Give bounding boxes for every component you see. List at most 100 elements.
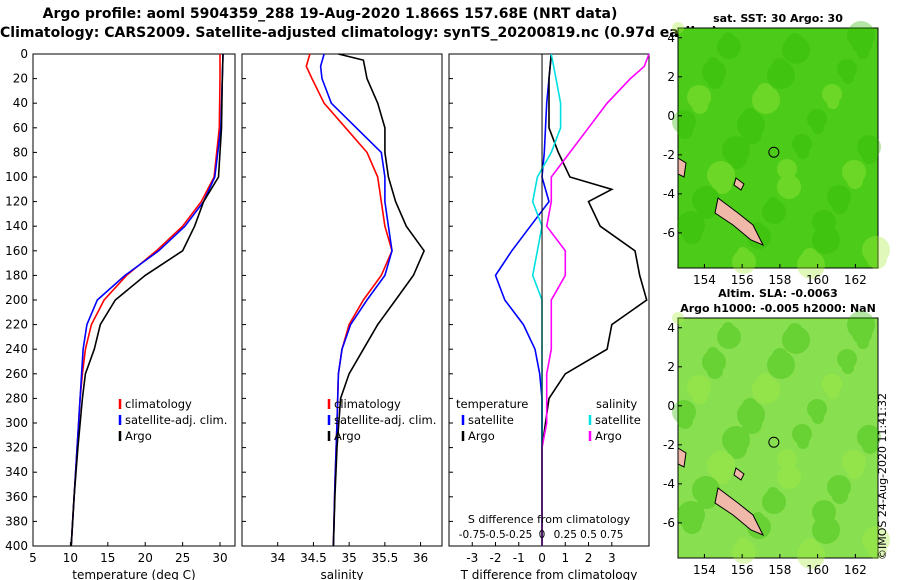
sst-lat-tick-label: 2: [667, 70, 675, 84]
sla-map-blob: [857, 425, 881, 449]
sla-float-marker: [768, 436, 780, 448]
series-line-satellite-adj-clim-: [70, 53, 224, 547]
maps-panel: 4 2 0 -2 -4 -6 154 156 158 160 162 4 2 0 -2 -4 -6 154 156 1…: [663, 21, 890, 577]
sst-map-blob: [772, 58, 788, 74]
sla-map-blob: [692, 388, 708, 404]
series-line-salinity-satellite: [531, 53, 562, 546]
x-tick-label: 2: [585, 551, 593, 565]
sst-map-blob: [777, 175, 801, 199]
sla-map-blob: [717, 325, 741, 349]
x-tick-label: 34.5: [300, 551, 327, 565]
sla-map-blob: [767, 487, 779, 499]
legend-entry: Argo: [334, 429, 361, 443]
depth-tick-label: 380: [5, 514, 28, 528]
series-line-temperature-argo: [541, 53, 648, 546]
x-tick-label: 35: [342, 551, 357, 565]
sst-map-blob: [712, 174, 732, 194]
secondary-tick-label: -0.25: [505, 529, 532, 541]
sst-lat-tick-label: -4: [663, 187, 675, 201]
sst-map-blob: [672, 22, 684, 34]
sst-map-blob: [852, 34, 872, 54]
sst-map-blob: [862, 148, 878, 164]
sla-map-blob: [767, 351, 795, 379]
x-tick-label: 35.5: [371, 551, 398, 565]
sst-map-blob: [722, 136, 750, 164]
sla-map-blob: [792, 424, 812, 444]
legend-heading-temperature: temperature: [456, 397, 528, 411]
sla-map-blob: [782, 326, 810, 354]
sst-map-blob: [792, 134, 812, 154]
sla-map-blob: [707, 451, 735, 479]
legend-entry: satellite-adj. clim.: [334, 413, 436, 427]
sla-map-blob: [857, 337, 869, 349]
sla-map-blob: [782, 462, 794, 474]
secondary-tick-label: -0.5: [485, 529, 506, 541]
secondary-axis-label: S difference from climatology: [468, 513, 631, 526]
depth-tick-label: 280: [5, 391, 28, 405]
sla-map-blob: [827, 387, 839, 399]
sst-lat-tick-label: 4: [667, 31, 675, 45]
sla-map-blob: [827, 475, 851, 499]
sla-map-blob: [707, 347, 719, 359]
x-tick-label: 3: [608, 551, 616, 565]
sla-map-blob: [847, 463, 863, 479]
sst-map-blob: [752, 86, 780, 114]
sla-map-blob: [697, 489, 717, 509]
sla-land-mass: [733, 467, 745, 481]
series-line-salinity-argo: [541, 53, 650, 546]
secondary-tick-label: 0.25: [554, 529, 577, 541]
sla-map-blob: [812, 500, 836, 524]
sst-lon-tick-label: 158: [768, 273, 791, 287]
sla-map-blob: [672, 400, 696, 424]
map-sst-title: sat. SST: 30 Argo: 30: [713, 12, 843, 25]
sst-lat-tick-label: -2: [663, 148, 675, 162]
sst-map-blob: [827, 185, 851, 209]
sla-lat-tick-label: 4: [667, 321, 675, 335]
sst-land-mass: [714, 197, 765, 246]
panel-frame: [32, 53, 236, 547]
x-axis-label: T difference from climatology: [460, 568, 638, 580]
sst-map-blob: [677, 123, 693, 139]
sst-map-blob: [867, 249, 887, 269]
sst-map-blob: [787, 33, 803, 49]
depth-tick-label: 300: [5, 416, 28, 430]
sst-map-blob: [797, 147, 809, 159]
depth-tick-label: 220: [5, 318, 28, 332]
sla-map-blob: [812, 516, 840, 544]
sst-map-blob: [767, 197, 779, 209]
legend-entry: Argo: [595, 429, 622, 443]
legend-entry: Argo: [125, 429, 152, 443]
sst-map-blob: [707, 73, 723, 89]
map-sla-title: Altim. SLA: -0.0063: [718, 287, 838, 300]
depth-tick-label: 100: [5, 170, 28, 184]
sst-map-blob: [697, 199, 717, 219]
series-line-climatology: [70, 54, 221, 547]
sst-map-blob: [717, 35, 741, 59]
sla-map-blob: [832, 488, 848, 504]
sla-map-blob: [702, 350, 726, 374]
secondary-tick-label: 0.5: [580, 529, 597, 541]
x-axis-label: temperature (deg C): [72, 568, 195, 580]
sla-map-blob: [807, 399, 827, 419]
sla-lon-tick-label: 156: [731, 563, 754, 577]
sst-float-marker: [768, 146, 780, 158]
sla-map-blob: [822, 374, 842, 394]
sla-map-blob: [752, 376, 780, 404]
series-line-argo: [70, 53, 224, 547]
sla-map-blob: [677, 501, 705, 529]
panel-frame: [241, 53, 443, 547]
sst-map-blob: [812, 226, 840, 254]
sst-map-blob: [692, 98, 708, 114]
sla-lat-tick-label: -6: [663, 516, 675, 530]
x-tick-label: 34: [270, 551, 285, 565]
sla-map-blob: [682, 514, 702, 534]
sst-map-blob: [807, 109, 827, 129]
sla-map-blob: [742, 398, 758, 414]
sst-map-blob: [822, 84, 842, 104]
x-tick-label: 5: [29, 551, 37, 565]
secondary-tick-label: -0.75: [459, 529, 486, 541]
depth-tick-label: 340: [5, 465, 28, 479]
x-tick-label: 25: [175, 551, 190, 565]
secondary-tick-label: 0.75: [600, 529, 623, 541]
sla-map-blob: [737, 537, 749, 549]
